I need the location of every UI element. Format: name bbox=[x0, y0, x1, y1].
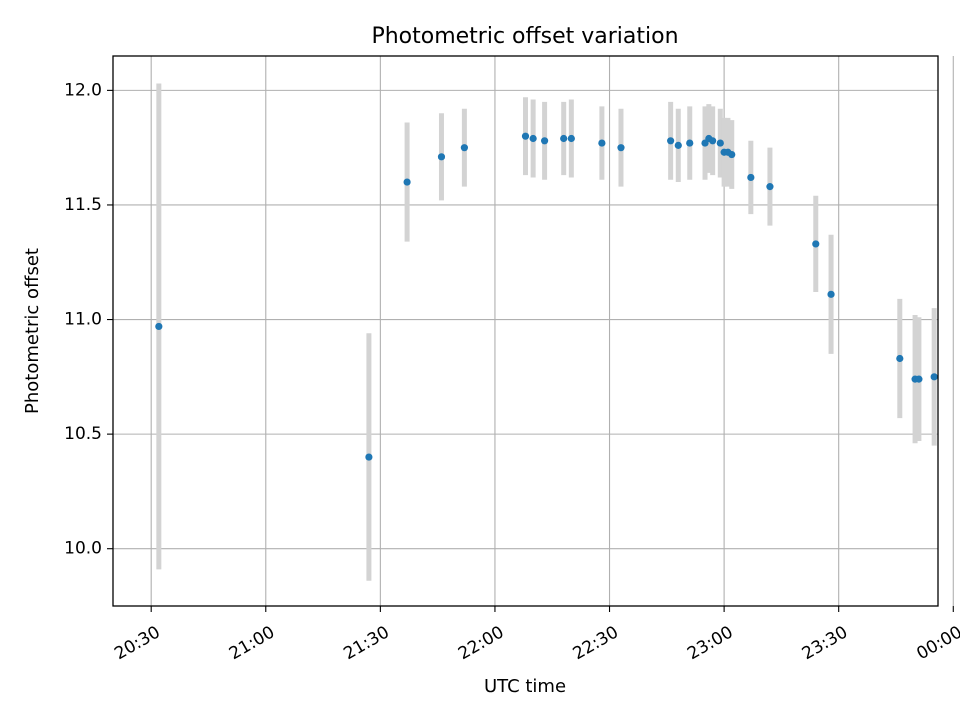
data-point bbox=[915, 375, 923, 383]
data-point bbox=[766, 183, 774, 191]
data-point bbox=[716, 139, 724, 147]
data-point bbox=[560, 134, 568, 143]
data-point bbox=[521, 132, 530, 140]
data-point bbox=[930, 373, 938, 381]
data-point bbox=[674, 141, 682, 149]
data-point bbox=[365, 453, 373, 461]
y-axis-label: Photometric offset bbox=[22, 248, 43, 414]
data-point bbox=[667, 137, 675, 145]
data-point bbox=[403, 178, 411, 186]
data-point bbox=[567, 134, 575, 143]
data-point bbox=[709, 137, 717, 145]
y-tick-label: 11.0 bbox=[64, 310, 102, 330]
data-point bbox=[598, 139, 606, 147]
y-tick-label: 11.5 bbox=[64, 195, 102, 215]
data-point bbox=[747, 173, 755, 182]
data-point bbox=[896, 354, 904, 363]
data-point bbox=[728, 150, 736, 159]
data-point bbox=[812, 240, 820, 248]
data-point bbox=[827, 290, 835, 298]
data-point bbox=[460, 144, 468, 152]
data-point bbox=[686, 139, 694, 147]
data-point bbox=[617, 144, 625, 152]
data-point bbox=[540, 137, 549, 145]
data-point bbox=[155, 322, 163, 331]
data-points bbox=[155, 132, 938, 461]
chart-title: Photometric offset variation bbox=[371, 24, 678, 49]
data-point bbox=[529, 134, 537, 143]
x-axis-label: UTC time bbox=[484, 676, 566, 697]
y-tick-label: 10.0 bbox=[64, 539, 102, 559]
plot-frame bbox=[112, 55, 939, 607]
y-tick-label: 10.5 bbox=[64, 424, 102, 444]
y-tick-label: 12.0 bbox=[64, 80, 102, 100]
data-point bbox=[437, 153, 446, 161]
y-axis: 10.0 10.5 11.0 11.5 12.0 bbox=[64, 80, 113, 559]
